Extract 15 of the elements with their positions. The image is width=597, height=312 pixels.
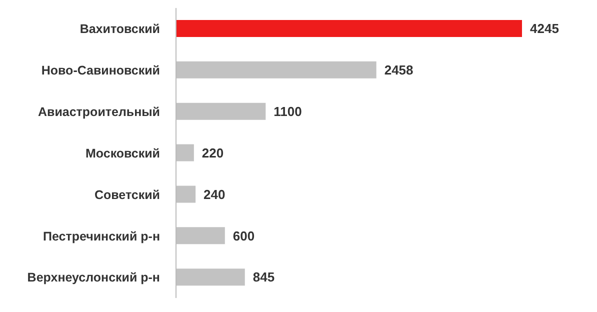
y-tick-label: Ново-Савиновский: [41, 64, 160, 78]
y-tick-label: Авиастроительный: [38, 105, 160, 120]
data-label: 600: [232, 228, 255, 244]
y-tick-label: Вахитовский: [80, 22, 160, 36]
bar: [176, 20, 522, 37]
y-tick-label: Московский: [85, 146, 160, 160]
y-tick-label: Советский: [94, 188, 160, 202]
data-label: 1100: [274, 104, 302, 119]
data-label: 2458: [384, 62, 414, 78]
data-label: 220: [202, 145, 224, 160]
y-tick-label: Пестречинский р-н: [42, 229, 160, 244]
data-label: 240: [204, 186, 226, 202]
data-label: 4245: [530, 21, 559, 36]
y-tick-label: Верхнеуслонский р-н: [27, 270, 160, 285]
data-label: 845: [252, 270, 275, 285]
